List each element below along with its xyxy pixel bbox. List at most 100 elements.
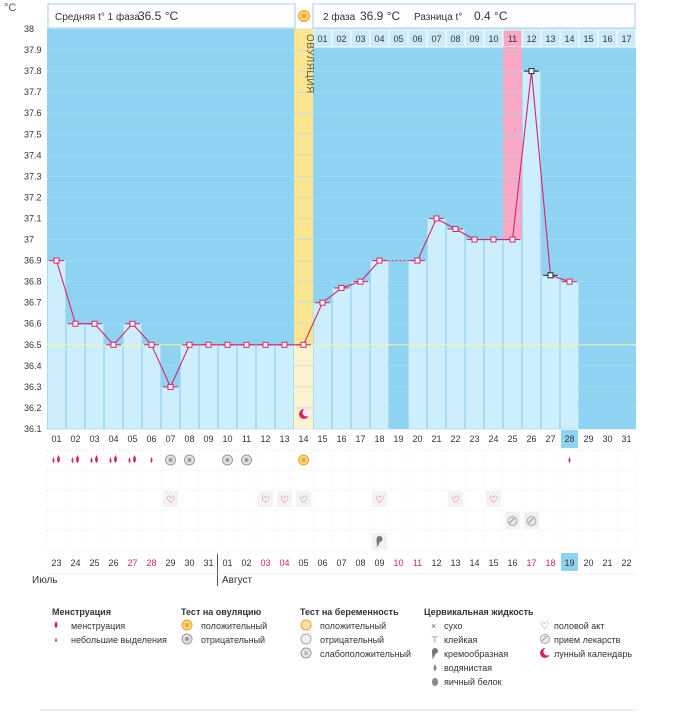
temperature-point bbox=[509, 236, 516, 243]
y-tick-label: 37.1 bbox=[24, 213, 42, 223]
ovulation-test-negative-dot bbox=[168, 458, 173, 462]
temperature-point bbox=[566, 278, 573, 285]
cycle-day-label: 23 bbox=[469, 434, 479, 444]
temperature-segment bbox=[530, 71, 552, 276]
legend-menstruation-icon bbox=[54, 621, 58, 628]
cycle-day-label: 27 bbox=[545, 434, 555, 444]
cycle-day-label: 31 bbox=[621, 434, 631, 444]
legend-menstruation-item: менструация bbox=[71, 621, 125, 631]
temperature-segment bbox=[322, 287, 342, 304]
temperature-segment bbox=[360, 260, 380, 283]
y-tick-label: 37.9 bbox=[24, 45, 42, 55]
calendar-date-label: 02 bbox=[241, 558, 251, 568]
menstruation-heavy-icon bbox=[109, 455, 117, 463]
temperature-bar bbox=[161, 386, 180, 430]
phase2-day-label: 12 bbox=[526, 34, 536, 44]
temperature-point bbox=[433, 215, 440, 222]
temperature-bar bbox=[332, 287, 351, 430]
temperature-segment bbox=[169, 344, 191, 388]
temperature-point bbox=[452, 226, 459, 232]
calendar-date-label: 21 bbox=[602, 558, 612, 568]
calendar-date-label: 03 bbox=[260, 558, 270, 568]
temperature-bar bbox=[66, 323, 85, 430]
legend-pregtest-negative: отрицательный bbox=[320, 635, 384, 645]
legend-ovtest-positive: положительный bbox=[201, 621, 267, 631]
legend-pregtest-title: Тест на беременность bbox=[300, 607, 399, 617]
legend-fluid-watery-icon bbox=[433, 664, 437, 671]
heart-icon: ♡ bbox=[489, 495, 498, 506]
diff-label: Разница t° bbox=[414, 12, 462, 23]
y-tick-label: 36.8 bbox=[24, 277, 42, 287]
temperature-segment bbox=[113, 323, 133, 346]
cycle-day-label: 30 bbox=[602, 434, 612, 444]
pill-icon bbox=[526, 516, 537, 526]
legend-ovtest-title: Тест на овуляцию bbox=[181, 607, 262, 617]
unit-label: °C bbox=[4, 2, 16, 14]
pill-icon bbox=[507, 516, 518, 526]
ovulation-label: ОВУЛЯЦИЯ bbox=[304, 34, 315, 94]
temperature-point bbox=[205, 341, 212, 348]
temperature-segment bbox=[150, 344, 172, 388]
temperature-point bbox=[528, 68, 535, 75]
header-phase2-box bbox=[312, 3, 636, 29]
temperature-point bbox=[110, 341, 117, 348]
legend-pregtest-negative-icon bbox=[300, 633, 312, 645]
temperature-point bbox=[129, 320, 136, 327]
calendar-date-label: 30 bbox=[184, 558, 194, 568]
temperature-bar bbox=[237, 344, 256, 430]
temperature-bar bbox=[446, 228, 465, 430]
sex-cell bbox=[486, 491, 501, 507]
legend-fluid-eggwhite-icon bbox=[432, 678, 438, 686]
phase2-day-label: 01 bbox=[317, 34, 327, 44]
temperature-bar bbox=[123, 323, 142, 430]
legend-fluid-sticky-icon: ⊤ bbox=[431, 635, 439, 645]
legend-fluid-creamy: кремообразная bbox=[444, 649, 508, 659]
legend-fluid-title: Цервикальная жидкость bbox=[424, 607, 534, 617]
today-date-cell bbox=[561, 553, 578, 571]
temperature-bar bbox=[256, 344, 275, 430]
calendar-date-label: 09 bbox=[374, 558, 384, 568]
temperature-segment bbox=[55, 260, 77, 324]
ovulation-test-negative-dot bbox=[225, 458, 230, 462]
temperature-point bbox=[167, 383, 174, 390]
phase2-day-label: 04 bbox=[374, 34, 384, 44]
sex-cell bbox=[372, 491, 387, 507]
legend-fluid-watery: водянистая bbox=[444, 663, 492, 673]
cycle-day-label: 02 bbox=[70, 434, 80, 444]
calendar-date-label: 22 bbox=[621, 558, 631, 568]
calendar-date-label: 04 bbox=[279, 558, 289, 568]
temperature-bar bbox=[104, 344, 123, 430]
menstruation-light-icon bbox=[568, 457, 571, 463]
sex-cell bbox=[163, 491, 178, 507]
cycle-day-label: 18 bbox=[374, 434, 384, 444]
legend-pregtest-weak: слабоположительный bbox=[320, 649, 411, 659]
temperature-bar bbox=[427, 218, 446, 430]
calendar-date-label: 17 bbox=[526, 558, 536, 568]
temperature-segment bbox=[416, 218, 438, 261]
cycle-day-label: 10 bbox=[222, 434, 232, 444]
temperature-segment bbox=[341, 281, 361, 289]
temperature-point bbox=[319, 299, 326, 306]
temperature-bar bbox=[465, 239, 484, 430]
menstruation-heavy-icon bbox=[52, 455, 60, 463]
calendar-date-label: 19 bbox=[564, 558, 574, 568]
phase2-day-label: 11 bbox=[508, 34, 517, 44]
legend-pregtest-positive: положительный bbox=[320, 621, 386, 631]
temperature-bar bbox=[503, 239, 522, 430]
cycle-day-label: 28 bbox=[564, 434, 574, 444]
legend-fluid-sticky: клейкая bbox=[444, 635, 477, 645]
temperature-point bbox=[243, 341, 250, 348]
legend-pregtest-weak-icon bbox=[300, 647, 312, 659]
calendar-date-label: 16 bbox=[507, 558, 517, 568]
temperature-bar bbox=[85, 323, 104, 430]
phase2-day-label: 10 bbox=[488, 34, 498, 44]
temperature-bar bbox=[313, 302, 332, 430]
temperature-point bbox=[300, 341, 307, 348]
sex-cell bbox=[296, 491, 311, 507]
legend-sex-icon: ♡ bbox=[540, 621, 549, 632]
heart-icon: ♡ bbox=[166, 495, 175, 506]
menstruation-light-icon bbox=[150, 457, 153, 463]
temperature-point bbox=[471, 236, 478, 243]
y-tick-label: 37.8 bbox=[24, 66, 42, 76]
ovulation-sun-icon bbox=[298, 10, 310, 22]
